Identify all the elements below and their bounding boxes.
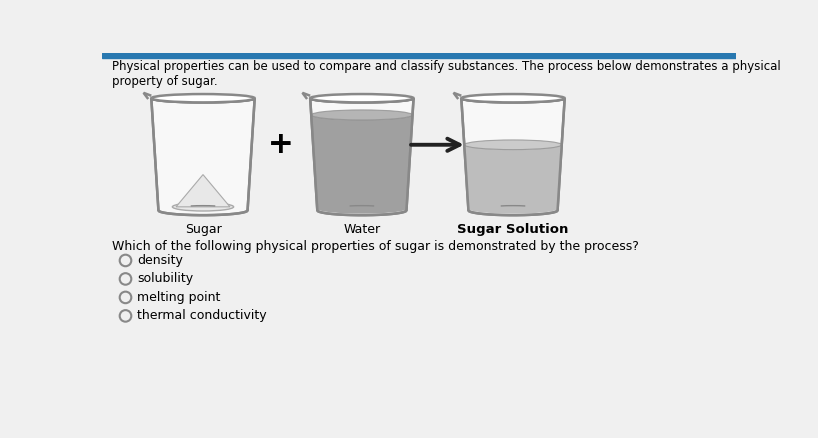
Text: Water: Water	[344, 223, 380, 236]
Text: solubility: solubility	[137, 272, 193, 286]
Polygon shape	[465, 145, 562, 214]
Ellipse shape	[173, 203, 234, 211]
Ellipse shape	[461, 94, 564, 102]
Text: +: +	[267, 130, 294, 159]
Text: density: density	[137, 254, 183, 267]
Ellipse shape	[151, 94, 254, 102]
Text: Physical properties can be used to compare and classify substances. The process : Physical properties can be used to compa…	[111, 60, 780, 88]
Ellipse shape	[310, 94, 414, 102]
Text: Sugar Solution: Sugar Solution	[457, 223, 569, 236]
Text: melting point: melting point	[137, 291, 221, 304]
Text: +: +	[267, 130, 294, 159]
Text: thermal conductivity: thermal conductivity	[137, 309, 267, 322]
Text: Which of the following physical properties of sugar is demonstrated by the proce: Which of the following physical properti…	[111, 240, 638, 253]
Polygon shape	[176, 175, 230, 207]
Bar	[102, 53, 736, 58]
Ellipse shape	[465, 140, 562, 150]
Polygon shape	[310, 98, 414, 215]
Ellipse shape	[311, 110, 412, 120]
FancyArrowPatch shape	[411, 139, 460, 151]
Polygon shape	[151, 98, 254, 215]
Polygon shape	[461, 98, 564, 215]
Text: Sugar: Sugar	[185, 223, 222, 236]
Polygon shape	[311, 115, 412, 214]
